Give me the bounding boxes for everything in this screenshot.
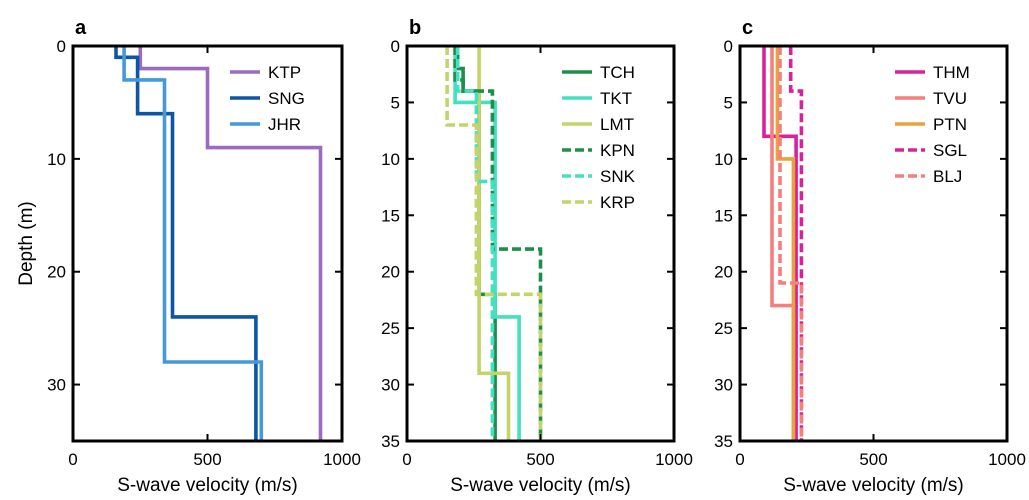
y-tick-label: 30 bbox=[47, 376, 66, 395]
panel-a: 0 500 1000 0 10 20 30 a S-wave velocity (m/s) Dep… bbox=[16, 17, 361, 496]
legend-label-jhr: JHR bbox=[268, 115, 301, 134]
y-tick-label: 0 bbox=[724, 37, 733, 56]
panel-letter: b bbox=[409, 17, 421, 39]
y-tick-label: 0 bbox=[57, 37, 66, 56]
y-tick-label: 35 bbox=[381, 432, 400, 451]
legend-label-ptn: PTN bbox=[933, 115, 967, 134]
x-tick-label: 1000 bbox=[323, 450, 361, 469]
x-tick-label: 1000 bbox=[988, 450, 1026, 469]
x-axis-title: S-wave velocity (m/s) bbox=[450, 475, 631, 496]
y-tick-label: 35 bbox=[714, 432, 733, 451]
x-tick-label: 0 bbox=[735, 450, 744, 469]
series-line-jhr bbox=[122, 46, 264, 441]
series-lines bbox=[762, 46, 804, 441]
series-line-tvu bbox=[770, 46, 796, 441]
y-tick-label: 20 bbox=[381, 263, 400, 282]
series-lines bbox=[114, 46, 323, 441]
series-line-thm bbox=[762, 46, 798, 441]
legend-label-ktp: KTP bbox=[268, 63, 301, 82]
series-line-sng bbox=[114, 46, 258, 441]
series-line-kpn bbox=[453, 46, 543, 441]
legend-label-tkt: TKT bbox=[600, 89, 632, 108]
panel-letter: a bbox=[75, 17, 87, 39]
y-tick-label: 25 bbox=[381, 319, 400, 338]
legend-label-lmt: LMT bbox=[600, 115, 634, 134]
series-line-lmt bbox=[477, 46, 511, 441]
y-tick-label: 30 bbox=[714, 376, 733, 395]
y-tick-label: 30 bbox=[381, 376, 400, 395]
panel-c: 0 500 1000 0 5 10 15 20 25 30 35 c S-wave velocity (… bbox=[714, 17, 1026, 496]
legend-label-sgl: SGL bbox=[933, 141, 967, 160]
y-tick-label: 15 bbox=[714, 206, 733, 225]
series-line-tkt bbox=[453, 46, 521, 441]
y-tick-label: 15 bbox=[381, 206, 400, 225]
x-axis-title: S-wave velocity (m/s) bbox=[783, 475, 964, 496]
legend-label-thm: THM bbox=[933, 63, 970, 82]
series-line-krp bbox=[445, 46, 543, 441]
y-axis-title: Depth (m) bbox=[16, 201, 37, 285]
panel-letter: c bbox=[742, 17, 753, 39]
legend-label-snk: SNK bbox=[600, 167, 636, 186]
y-tick-label: 20 bbox=[47, 263, 66, 282]
x-tick-label: 0 bbox=[402, 450, 411, 469]
x-tick-label: 500 bbox=[859, 450, 887, 469]
y-tick-label: 10 bbox=[381, 150, 400, 169]
panel-b: 0 500 1000 0 5 10 15 20 25 30 35 b S-wave velocity (… bbox=[381, 17, 693, 496]
legend-label-tch: TCH bbox=[600, 63, 635, 82]
series-lines bbox=[445, 46, 543, 441]
legend-label-krp: KRP bbox=[600, 193, 635, 212]
legend-label-sng: SNG bbox=[268, 89, 305, 108]
legend-label-kpn: KPN bbox=[600, 141, 635, 160]
x-tick-label: 500 bbox=[526, 450, 554, 469]
legend-label-blj: BLJ bbox=[933, 167, 962, 186]
y-tick-label: 20 bbox=[714, 263, 733, 282]
series-line-ktp bbox=[138, 46, 323, 441]
y-tick-label: 5 bbox=[724, 93, 733, 112]
legend-label-tvu: TVU bbox=[933, 89, 967, 108]
x-tick-label: 1000 bbox=[655, 450, 693, 469]
x-axis-title: S-wave velocity (m/s) bbox=[117, 475, 298, 496]
legend: TCH TKT LMT KPN SNK KRP bbox=[562, 63, 636, 212]
x-tick-label: 500 bbox=[193, 450, 221, 469]
legend: KTP SNG JHR bbox=[230, 63, 305, 134]
y-tick-label: 5 bbox=[391, 93, 400, 112]
y-tick-label: 0 bbox=[391, 37, 400, 56]
series-line-ptn bbox=[775, 46, 796, 441]
series-line-blj bbox=[778, 46, 804, 441]
legend: THM TVU PTN SGL BLJ bbox=[895, 63, 970, 186]
y-tick-label: 25 bbox=[714, 319, 733, 338]
y-tick-label: 10 bbox=[47, 150, 66, 169]
x-tick-label: 0 bbox=[68, 450, 77, 469]
y-tick-label: 10 bbox=[714, 150, 733, 169]
